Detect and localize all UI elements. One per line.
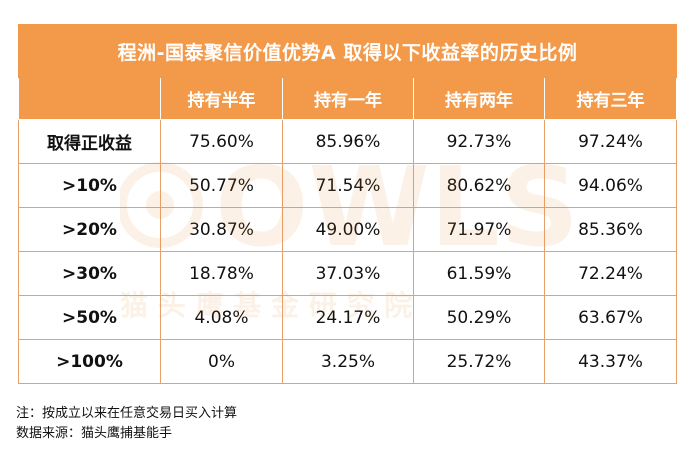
row-label: >10%	[18, 163, 161, 208]
table-cell: 50.77%	[160, 163, 283, 208]
column-header: 持有三年	[543, 77, 678, 120]
table-cell: 49.00%	[282, 207, 414, 252]
table-row: >50% 4.08% 24.17% 50.29% 63.67%	[18, 295, 678, 340]
returns-table: 程洲-国泰聚信价值优势A 取得以下收益率的历史比例 持有半年 持有一年 持有两年…	[17, 24, 678, 384]
table-cell: 3.25%	[282, 339, 414, 384]
table-cell: 61.59%	[413, 251, 545, 296]
table-row: >20% 30.87% 49.00% 71.97% 85.36%	[18, 207, 678, 252]
table-cell: 63.67%	[543, 295, 678, 340]
column-header: 持有半年	[160, 77, 283, 120]
table-cell: 71.54%	[282, 163, 414, 208]
table-title: 程洲-国泰聚信价值优势A 取得以下收益率的历史比例	[17, 24, 678, 78]
table-cell: 85.36%	[543, 207, 678, 252]
table-cell: 80.62%	[413, 163, 545, 208]
table-cell: 4.08%	[160, 295, 283, 340]
table-cell: 97.24%	[543, 119, 678, 164]
row-label: 取得正收益	[18, 119, 161, 164]
table-cell: 85.96%	[282, 119, 414, 164]
table-cell: 92.73%	[413, 119, 545, 164]
table-cell: 18.78%	[160, 251, 283, 296]
column-header: 持有两年	[413, 77, 545, 120]
table-title-row: 程洲-国泰聚信价值优势A 取得以下收益率的历史比例	[17, 24, 678, 78]
table-cell: 75.60%	[160, 119, 283, 164]
table-header-row: 持有半年 持有一年 持有两年 持有三年	[18, 77, 678, 120]
table-cell: 94.06%	[543, 163, 678, 208]
table-cell: 72.24%	[543, 251, 678, 296]
table-row: 取得正收益 75.60% 85.96% 92.73% 97.24%	[18, 119, 678, 164]
column-header: 持有一年	[282, 77, 414, 120]
returns-table-container: 程洲-国泰聚信价值优势A 取得以下收益率的历史比例 持有半年 持有一年 持有两年…	[17, 24, 678, 384]
table-cell: 0%	[160, 339, 283, 384]
row-label: >100%	[18, 339, 161, 384]
table-cell: 37.03%	[282, 251, 414, 296]
footnote-source: 数据来源：猫头鹰捕基能手	[16, 426, 173, 441]
footnotes: 注：按成立以来在任意交易日买入计算 数据来源：猫头鹰捕基能手	[16, 404, 237, 444]
table-cell: 30.87%	[160, 207, 283, 252]
row-label: >30%	[18, 251, 161, 296]
table-row: >30% 18.78% 37.03% 61.59% 72.24%	[18, 251, 678, 296]
table-row: >100% 0% 3.25% 25.72% 43.37%	[18, 339, 678, 384]
header-corner-cell	[18, 77, 161, 120]
table-cell: 24.17%	[282, 295, 414, 340]
table-cell: 50.29%	[413, 295, 545, 340]
row-label: >50%	[18, 295, 161, 340]
table-row: >10% 50.77% 71.54% 80.62% 94.06%	[18, 163, 678, 208]
table-cell: 71.97%	[413, 207, 545, 252]
row-label: >20%	[18, 207, 161, 252]
table-cell: 25.72%	[413, 339, 545, 384]
table-cell: 43.37%	[543, 339, 678, 384]
footnote-note: 注：按成立以来在任意交易日买入计算	[16, 406, 238, 421]
